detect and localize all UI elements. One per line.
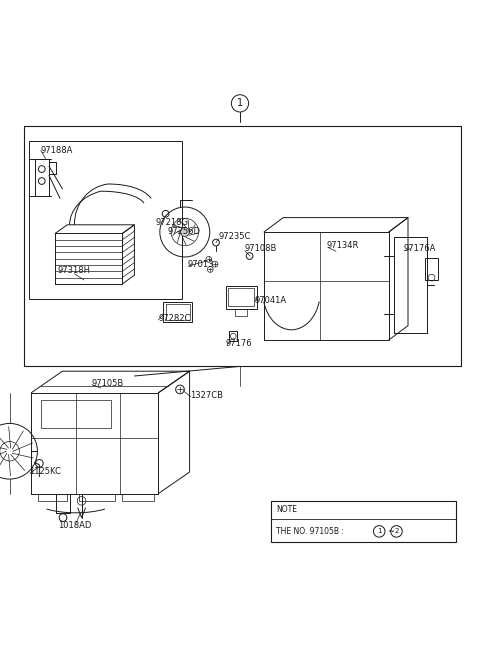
- Bar: [226, 286, 257, 309]
- Bar: [41, 400, 111, 428]
- Bar: [228, 288, 254, 306]
- Text: 1018AD: 1018AD: [58, 522, 91, 530]
- Bar: [425, 258, 438, 280]
- Text: 97105B: 97105B: [91, 379, 123, 388]
- Text: 1: 1: [377, 528, 382, 535]
- Text: THE NO. 97105B :: THE NO. 97105B :: [276, 527, 346, 536]
- Bar: [271, 501, 456, 542]
- Bar: [166, 304, 190, 320]
- Text: 97188A: 97188A: [41, 146, 73, 155]
- Text: 97176A: 97176A: [403, 244, 435, 253]
- Bar: [24, 127, 461, 367]
- Text: 97282C: 97282C: [158, 314, 191, 323]
- Text: 97108B: 97108B: [245, 244, 277, 253]
- Text: 1: 1: [237, 98, 243, 108]
- Text: 1125KC: 1125KC: [29, 468, 60, 476]
- Bar: [229, 331, 237, 341]
- Text: 97134R: 97134R: [326, 241, 359, 250]
- Text: 2: 2: [394, 528, 399, 535]
- Text: 97041A: 97041A: [254, 296, 287, 304]
- Text: 97318H: 97318H: [58, 266, 91, 275]
- Text: NOTE: NOTE: [276, 505, 297, 514]
- Text: 97176: 97176: [226, 339, 252, 348]
- Text: 97235C: 97235C: [218, 232, 251, 241]
- Bar: [29, 141, 182, 299]
- Text: 97218G: 97218G: [156, 218, 189, 227]
- Bar: [163, 302, 192, 322]
- Text: 1327CB: 1327CB: [190, 391, 223, 400]
- Text: ~: ~: [387, 527, 394, 536]
- Text: 97013: 97013: [187, 260, 214, 269]
- Circle shape: [180, 228, 189, 237]
- Text: 97256D: 97256D: [168, 228, 201, 237]
